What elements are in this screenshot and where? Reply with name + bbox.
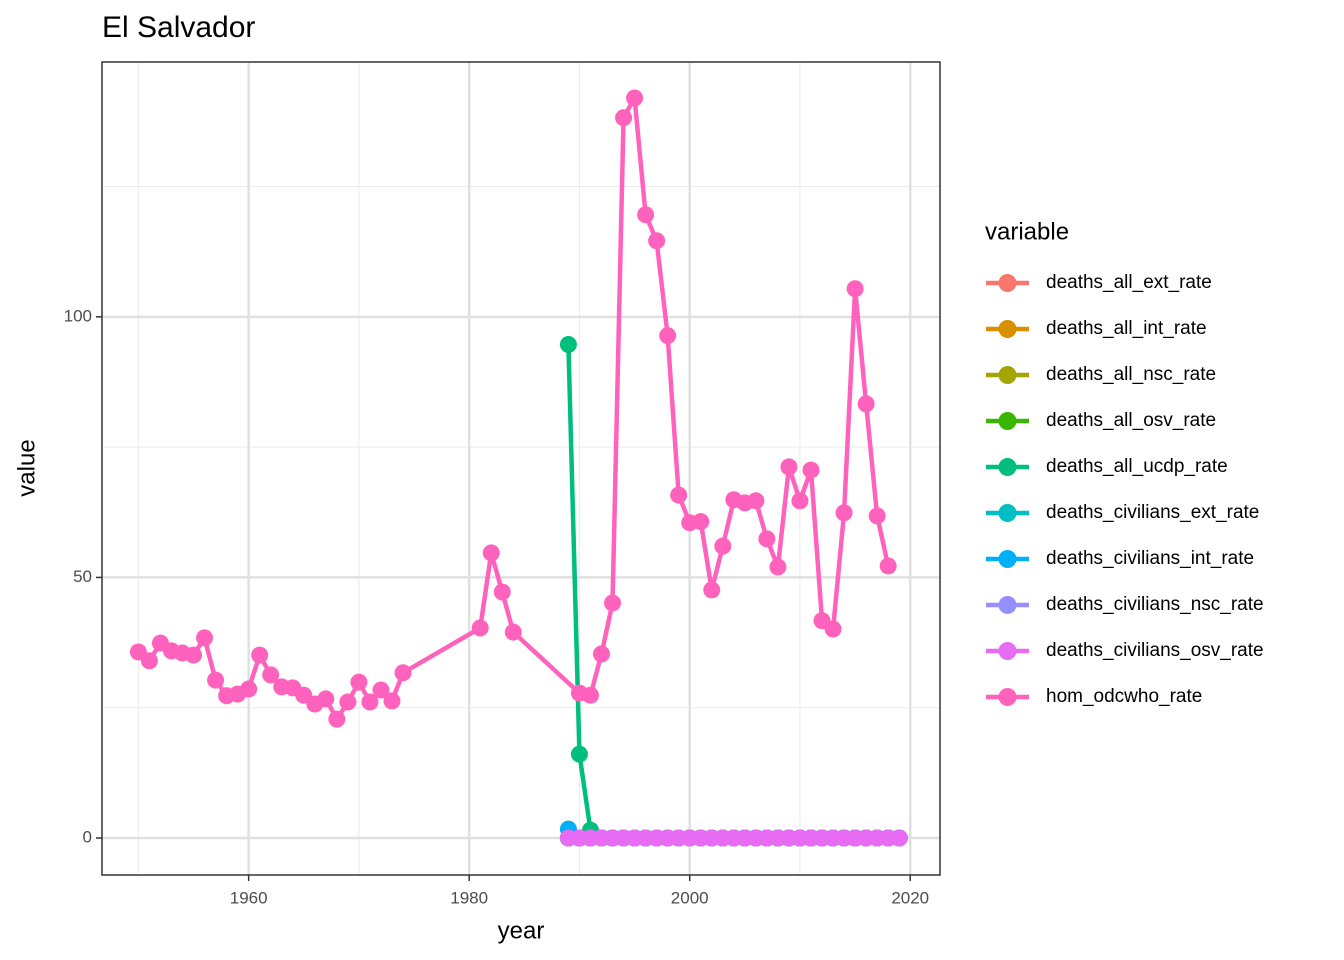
data-point [890, 829, 908, 847]
x-axis-title: year [498, 917, 545, 944]
data-point [394, 664, 412, 682]
legend-key-point [998, 274, 1017, 292]
legend-title: variable [985, 218, 1069, 245]
data-point [196, 629, 214, 647]
legend-key-point [998, 458, 1017, 476]
data-point [559, 335, 577, 353]
data-point [758, 530, 776, 548]
data-point [592, 645, 610, 663]
legend-key-point [998, 504, 1017, 522]
data-point [361, 693, 379, 711]
data-point [140, 652, 158, 670]
data-point [383, 692, 401, 710]
legend-key-point [998, 550, 1017, 568]
data-point [791, 492, 809, 510]
data-point [846, 280, 864, 298]
data-point [648, 232, 666, 250]
data-point [637, 206, 655, 224]
data-point [251, 646, 269, 664]
data-point [604, 594, 622, 612]
y-tick-label: 100 [64, 306, 92, 325]
data-point [471, 619, 489, 637]
data-point [339, 693, 357, 711]
data-point [482, 544, 500, 562]
y-tick-label: 50 [73, 567, 92, 586]
data-point [714, 537, 732, 555]
legend-label: deaths_civilians_ext_rate [1046, 502, 1259, 523]
data-point [857, 395, 875, 413]
legend-key-point [998, 688, 1017, 706]
x-tick-label: 2020 [891, 888, 929, 907]
data-point [835, 504, 853, 522]
legend-label: hom_odcwho_rate [1046, 686, 1202, 707]
legend-label: deaths_civilians_nsc_rate [1046, 594, 1264, 615]
legend-label: deaths_civilians_int_rate [1046, 548, 1254, 569]
data-point [868, 507, 886, 525]
plot-border [101, 61, 941, 876]
data-point [372, 681, 390, 699]
data-point [780, 458, 798, 476]
data-point [581, 686, 599, 704]
data-point [570, 745, 588, 763]
y-tick-label: 0 [83, 827, 92, 846]
data-point [328, 710, 346, 728]
data-point [703, 581, 721, 599]
data-point [670, 486, 688, 504]
legend-label: deaths_all_ucdp_rate [1046, 456, 1228, 477]
x-tick-label: 1980 [450, 888, 488, 907]
data-point [659, 327, 677, 345]
data-point [747, 492, 765, 510]
data-point [185, 646, 203, 664]
legend-key-point [998, 596, 1017, 614]
legend-key-point [998, 320, 1017, 338]
x-tick-label: 1960 [230, 888, 268, 907]
data-point [350, 673, 368, 691]
data-point [692, 513, 710, 531]
data-point [879, 557, 897, 575]
data-point [615, 109, 633, 127]
data-point [240, 680, 258, 698]
legend-label: deaths_all_nsc_rate [1046, 364, 1216, 385]
legend-label: deaths_all_osv_rate [1046, 410, 1216, 431]
data-point [317, 690, 335, 708]
x-tick-label: 2000 [671, 888, 709, 907]
legend-label: deaths_civilians_osv_rate [1046, 640, 1264, 661]
data-point [802, 461, 820, 479]
legend-key-point [998, 642, 1017, 660]
data-point [493, 583, 511, 601]
chart-title: El Salvador [102, 11, 255, 44]
data-point [626, 89, 644, 107]
y-axis-title: value [13, 439, 40, 496]
data-point [769, 558, 787, 576]
legend-label: deaths_all_int_rate [1046, 318, 1207, 339]
data-point [262, 666, 280, 684]
data-point [207, 671, 225, 689]
legend-label: deaths_all_ext_rate [1046, 272, 1212, 293]
legend-key-point [998, 412, 1017, 430]
data-point [504, 623, 522, 641]
data-point [824, 620, 842, 638]
legend-key-point [998, 366, 1017, 384]
